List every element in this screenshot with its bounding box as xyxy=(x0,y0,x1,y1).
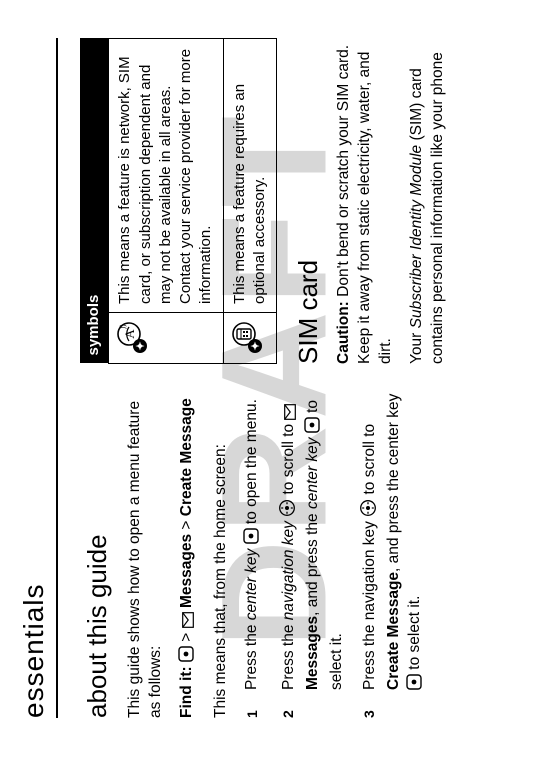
table-row: ✦ A )) This means a feature is network, … xyxy=(109,39,223,364)
nav-key-icon xyxy=(278,499,303,517)
symbols-row1-text: This means a feature is network, SIM car… xyxy=(109,39,223,313)
table-row: ✦ This means a feature requires an optio… xyxy=(223,39,277,364)
step1-em: center key xyxy=(243,549,260,621)
step3-post2: to select it. xyxy=(406,596,423,674)
intro-text: This guide shows how to open a menu feat… xyxy=(125,392,167,718)
sim-para: Your Subscriber Identity Module (SIM) ca… xyxy=(407,38,449,364)
sim-heading: SIM card xyxy=(291,38,326,364)
center-key-icon xyxy=(304,417,327,433)
section-tab: essentials xyxy=(18,583,49,718)
step2-mid: to scroll to xyxy=(280,420,297,499)
step-number: 3 xyxy=(359,704,429,718)
right-column: symbols ✦ A )) This me xyxy=(80,38,459,364)
symbols-table: symbols ✦ A )) This me xyxy=(80,38,277,364)
envelope-icon xyxy=(282,404,303,420)
find-it-line: Find it: > Messages > Create Message xyxy=(177,392,201,718)
step2-em: navigation key xyxy=(280,521,297,620)
findit-sep2: > xyxy=(178,521,195,530)
step2-pre: Press the xyxy=(280,620,297,690)
step3-mid: to scroll to xyxy=(361,424,378,499)
svg-text:)): )) xyxy=(120,324,127,329)
sim-para-a: Your xyxy=(408,328,425,364)
sim-para-em: Subscriber Identity Module xyxy=(408,145,425,329)
center-key-icon xyxy=(406,674,429,690)
steps-list: 1 Press the center key to open the menu.… xyxy=(242,392,429,718)
sim-caution: Caution: Don't bend or scratch your SIM … xyxy=(334,38,397,364)
step3-pre: Press the navigation key xyxy=(361,517,378,690)
accessory-feature-icon: ✦ xyxy=(223,313,277,364)
explain-text: This means that, from the home screen: xyxy=(211,392,232,718)
center-key-icon xyxy=(243,528,266,544)
svg-text:A: A xyxy=(122,329,137,339)
step-2: 2 Press the navigation key to scroll to … xyxy=(278,392,348,718)
symbols-row2-text: This means a feature requires an optiona… xyxy=(223,39,277,313)
findit-messages: Messages xyxy=(178,534,195,608)
findit-create: Create Message xyxy=(178,398,195,516)
step2-em2: center key xyxy=(304,438,321,510)
step-number: 1 xyxy=(242,704,266,718)
center-key-icon xyxy=(178,646,201,662)
findit-sep1: > xyxy=(178,633,195,642)
envelope-icon xyxy=(180,612,201,628)
step3-target: Create Message xyxy=(385,572,402,690)
step-1: 1 Press the center key to open the menu. xyxy=(242,392,266,718)
step1-pre: Press the xyxy=(243,620,260,690)
step-3: 3 Press the navigation key to scroll to … xyxy=(359,392,429,718)
step2-target: Messages xyxy=(304,616,321,690)
symbols-header: symbols xyxy=(80,39,109,364)
header-rule xyxy=(56,38,58,718)
about-heading: about this guide xyxy=(80,392,115,718)
left-column: about this guide This guide shows how to… xyxy=(80,392,459,718)
step2-post1: , and press the xyxy=(304,509,321,616)
caution-label: Caution: xyxy=(335,301,352,364)
step1-post: to open the menu. xyxy=(243,399,260,528)
find-it-label: Find it: xyxy=(178,666,195,718)
step-number: 2 xyxy=(278,704,348,718)
step3-post1: , and press the center key xyxy=(385,394,402,572)
network-feature-icon: ✦ A )) xyxy=(109,313,223,364)
nav-key-icon xyxy=(359,499,384,517)
